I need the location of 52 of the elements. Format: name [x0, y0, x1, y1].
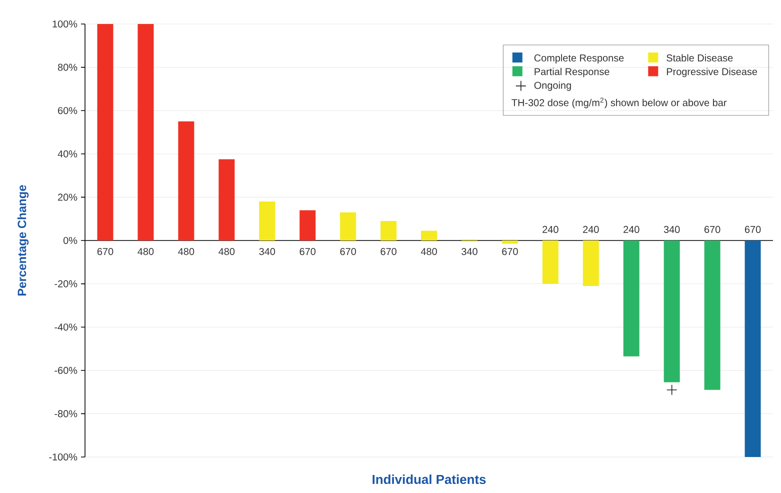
x-tick-label: 240 [542, 226, 558, 233]
bar [421, 230, 438, 240]
y-tick-label: 60% [58, 107, 78, 114]
x-tick-label: 480 [420, 248, 437, 256]
y-tick-label: -60% [54, 366, 78, 374]
bar [664, 240, 680, 382]
legend-label: Progressive Disease [666, 68, 758, 78]
legend-label: Stable Disease [666, 54, 733, 62]
x-tick-label: 670 [380, 248, 396, 256]
y-tick-label: 0% [63, 236, 78, 244]
y-axis-title: Percentage Change [17, 185, 29, 296]
x-tick-label: 340 [259, 248, 276, 256]
x-tick-label: 340 [462, 248, 478, 256]
x-tick-label: 240 [624, 226, 640, 233]
x-tick-label: 480 [178, 248, 194, 256]
x-tick-label: 670 [97, 248, 114, 256]
legend-label: Partial Response [534, 68, 610, 78]
y-tick-label: 80% [58, 64, 78, 71]
bar [502, 240, 518, 244]
legend-label: Ongoing [534, 82, 571, 91]
bar [704, 240, 720, 390]
x-tick-label: 480 [218, 248, 235, 256]
x-tick-label: 670 [744, 226, 761, 233]
annotation: TH-302 dose (mg/m$^{2}$) shown below or above bar [512, 98, 727, 108]
x-tick-label: 670 [300, 248, 316, 256]
y-tick-label: -100% [49, 453, 78, 461]
bar [218, 159, 235, 240]
bar [97, 24, 114, 240]
x-tick-label: 670 [502, 248, 518, 256]
legend-label: Complete Response [534, 54, 624, 64]
x-tick-label: 340 [664, 226, 680, 233]
y-tick-label: -80% [54, 410, 78, 418]
bar [582, 240, 599, 286]
x-tick-label: 240 [583, 226, 599, 233]
bar [138, 24, 154, 240]
y-tick-label: 20% [58, 194, 78, 201]
bar [380, 221, 397, 240]
y-tick-label: 100% [52, 20, 78, 28]
bar [744, 240, 761, 457]
x-tick-label: 480 [138, 248, 154, 256]
bar [623, 240, 640, 356]
x-axis-title: Individual Patients [372, 474, 486, 484]
x-tick-label: 670 [704, 226, 720, 233]
y-tick-label: -20% [54, 280, 78, 288]
bar [259, 202, 276, 240]
bar [542, 240, 558, 284]
bar [300, 210, 316, 240]
x-tick-label: 670 [340, 248, 356, 256]
y-tick-label: 40% [58, 150, 78, 158]
bar [178, 121, 194, 240]
bar [340, 212, 356, 240]
y-tick-label: -40% [54, 324, 78, 331]
